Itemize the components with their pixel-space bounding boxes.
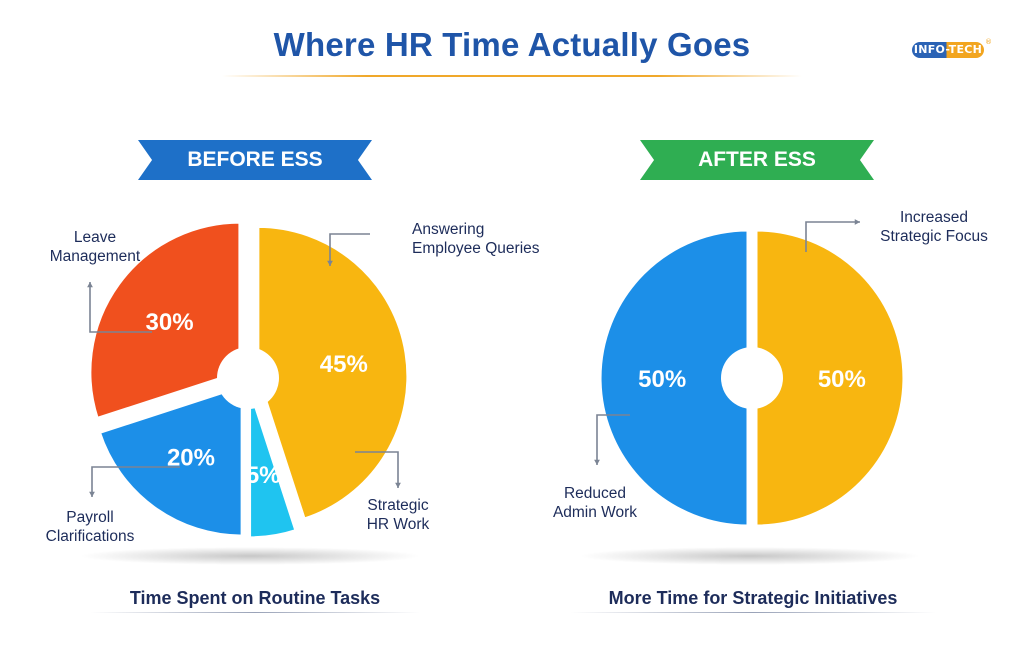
before-ess-slice-strategic-hr-work-value-label: 5% <box>246 462 281 489</box>
before-ess-slice-answering-employee-queries <box>256 224 410 521</box>
before-ess-slice-strategic-hr-work <box>248 387 298 540</box>
slice-annotations: Answering Employee Queries Strategic HR Wor… <box>46 209 988 545</box>
before-ess-callout-payroll-clarifications-arrowhead <box>89 491 95 497</box>
before-ess-pie: 45%5%20%30% <box>88 220 410 540</box>
before-ess-slice-payroll-clarifications <box>97 384 244 538</box>
before-caption-underline <box>90 612 420 613</box>
before-ess-callout-payroll-clarifications-text: Payroll <box>66 509 113 526</box>
before-ess-callout-leave-management-text: Management <box>50 248 141 265</box>
after-chart-shadow <box>580 547 920 565</box>
after-ess-ribbon: AFTER ESS <box>640 140 874 180</box>
before-ess-callout-answering-employee-queries-text: Employee Queries <box>412 240 540 257</box>
before-ess-callout-strategic-hr-work-arrowhead <box>395 482 401 488</box>
after-caption-underline <box>570 612 936 613</box>
before-ess-callout-leave-management-text: Leave <box>74 229 116 246</box>
after-ess-slice-reduced-admin-work-value-label: 50% <box>638 366 686 393</box>
after-ess-slice-reduced-admin-work <box>598 228 750 528</box>
after-ess-center-hole <box>721 347 783 409</box>
before-ess-callout-answering-employee-queries-arrowhead <box>327 260 333 266</box>
before-ess-callout-payroll-clarifications-text: Clarifications <box>46 528 135 545</box>
after-ess-callout-reduced-admin-work-text: Admin Work <box>553 504 637 521</box>
before-ess-callout-leave-management-arrowhead <box>87 282 93 288</box>
before-ess-callout-payroll-clarifications-leader-line <box>91 466 180 497</box>
before-ess-callout-leave-management-leader-line <box>89 282 152 333</box>
after-ess-callout-increased-strategic-focus-leader-line <box>805 221 860 252</box>
after-ess-callout-increased-strategic-focus-text: Increased <box>900 209 968 226</box>
page-title: Where HR Time Actually Goes <box>273 26 751 63</box>
after-ess-callout-reduced-admin-work-arrowhead <box>594 459 600 465</box>
infotech-logo: INFO-TECH <box>912 42 984 58</box>
before-ess-center-hole <box>217 347 279 409</box>
before-ess-callout-answering-employee-queries-text: Answering <box>412 221 484 238</box>
before-caption: Time Spent on Routine Tasks <box>129 588 381 608</box>
before-ess-slice-answering-employee-queries-value-label: 45% <box>320 351 368 378</box>
after-ess-slice-increased-strategic-focus-value-label: 50% <box>818 366 866 393</box>
before-ess-callout-strategic-hr-work-text: Strategic <box>367 497 428 514</box>
after-ess-callout-reduced-admin-work-leader-line <box>596 414 630 465</box>
before-chart-shadow <box>80 547 420 565</box>
title-underline <box>222 75 802 77</box>
before-ess-callout-strategic-hr-work-leader-line <box>355 451 399 488</box>
before-ess-ribbon: BEFORE ESS <box>138 140 372 180</box>
after-ess-pie: 50% 50% <box>598 228 906 528</box>
after-caption: More Time for Strategic Initiatives <box>608 588 898 608</box>
before-ess-callout-strategic-hr-work-text: HR Work <box>367 516 430 533</box>
after-ess-callout-increased-strategic-focus-arrowhead <box>854 219 860 225</box>
before-ess-slice-leave-management-value-label: 30% <box>146 309 194 336</box>
after-ess-callout-increased-strategic-focus-text: Strategic Focus <box>880 228 988 245</box>
registered-mark: ® <box>985 38 992 46</box>
before-ess-callout-answering-employee-queries-leader-line <box>329 233 370 266</box>
before-ess-slice-leave-management <box>88 220 242 421</box>
after-ess-slice-increased-strategic-focus <box>754 228 906 528</box>
after-ess-callout-reduced-admin-work-text: Reduced <box>564 485 626 502</box>
